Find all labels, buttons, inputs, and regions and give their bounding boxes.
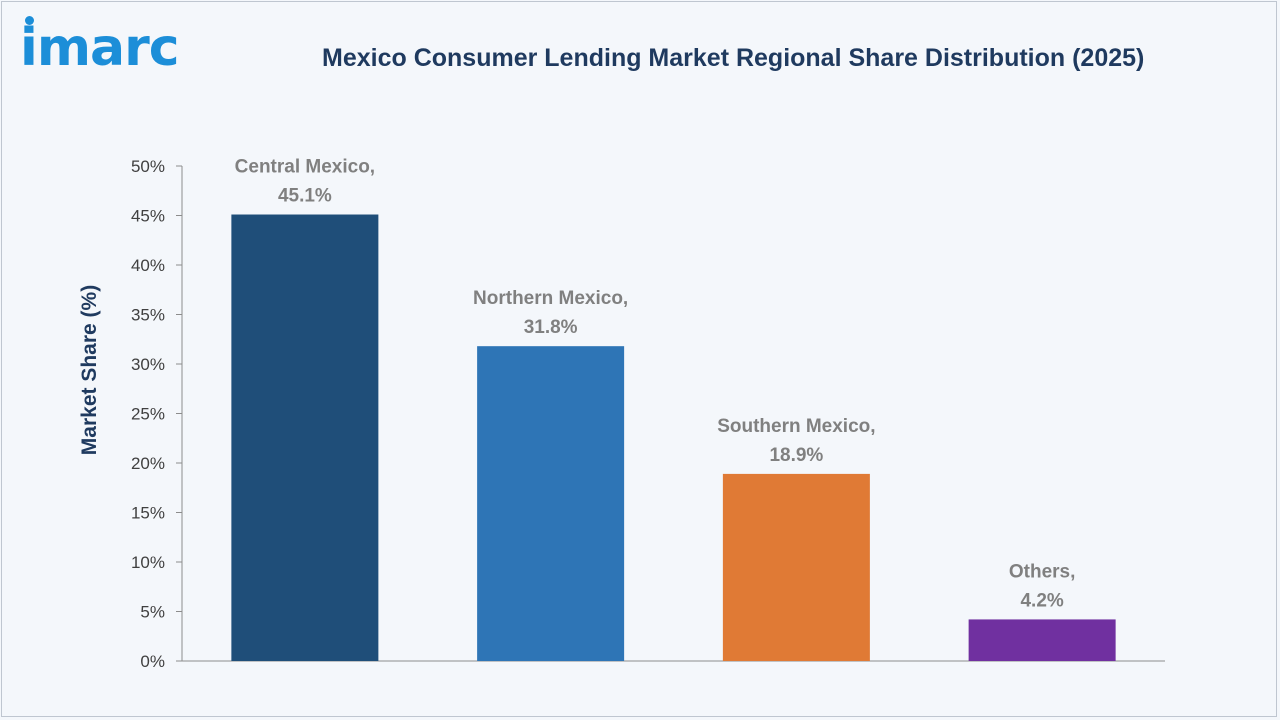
data-label-category: Southern Mexico, xyxy=(717,416,875,437)
y-tick-label: 25% xyxy=(131,405,165,424)
data-label-value: 4.2% xyxy=(1020,590,1063,611)
y-tick-label: 20% xyxy=(131,454,165,473)
y-tick-label: 10% xyxy=(131,553,165,572)
data-label-value: 31.8% xyxy=(524,317,578,338)
logo-dot xyxy=(25,16,34,25)
axes: 0% 5% 10% 15% 20% 25% 30% 35% 40% 45% 50% xyxy=(131,157,1165,671)
data-labels: Central Mexico, 45.1% Northern Mexico, 31.8… xyxy=(235,157,1076,612)
logo-text: imarc xyxy=(20,18,180,78)
y-tick-label: 5% xyxy=(140,603,165,622)
data-label-category: Others, xyxy=(1009,561,1076,582)
y-axis-label: Market Share (%) xyxy=(78,285,101,455)
y-tick-label: 30% xyxy=(131,355,165,374)
chart-title: Mexico Consumer Lending Market Regional … xyxy=(322,44,1145,72)
y-tick-label: 50% xyxy=(131,157,165,176)
imarc-logo: imarc xyxy=(20,16,180,74)
bar xyxy=(968,619,1116,661)
data-label-value: 18.9% xyxy=(769,445,823,466)
y-tick-label: 15% xyxy=(131,504,165,523)
y-tick-label: 35% xyxy=(131,306,165,325)
bar xyxy=(722,473,870,661)
data-label-category: Northern Mexico, xyxy=(473,288,628,309)
bar xyxy=(231,214,379,661)
y-tick-label: 40% xyxy=(131,256,165,275)
data-label-value: 45.1% xyxy=(278,186,332,207)
y-tick-label: 0% xyxy=(140,652,165,671)
bar xyxy=(477,346,625,661)
bars xyxy=(231,214,1116,661)
y-tick-label: 45% xyxy=(131,207,165,226)
data-label-category: Central Mexico, xyxy=(235,157,375,178)
